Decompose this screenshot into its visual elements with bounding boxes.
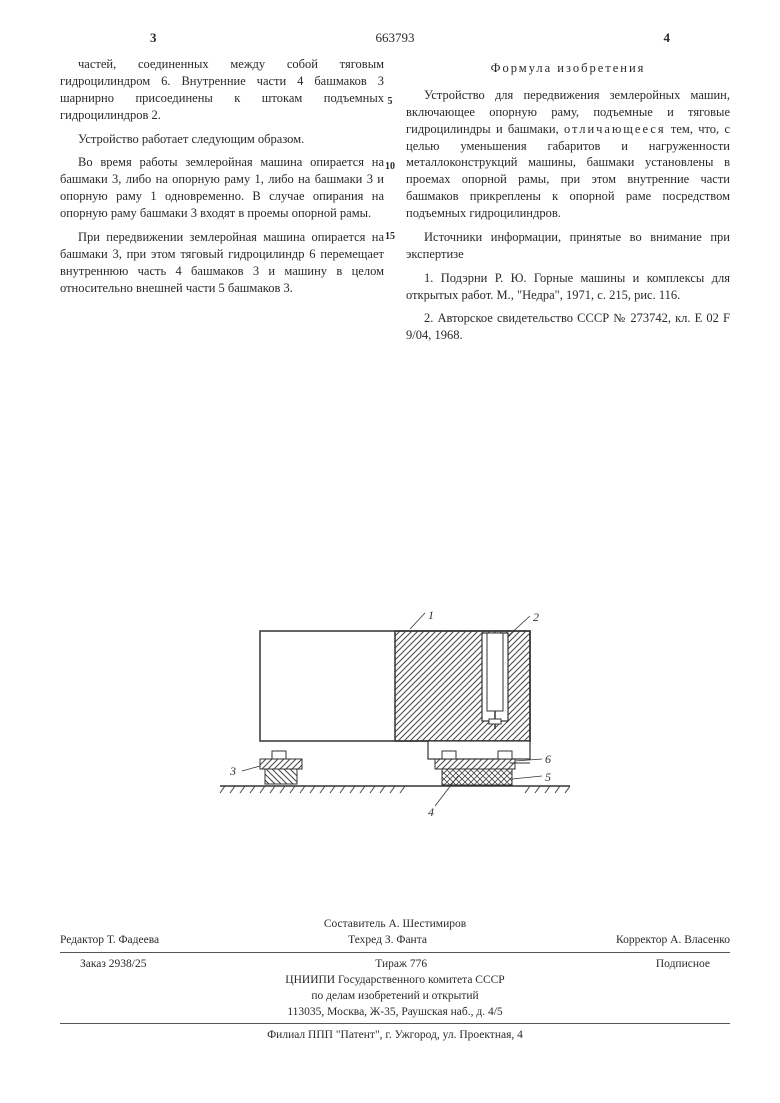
footer: Составитель А. Шестимиров Редактор Т. Фа… (60, 916, 730, 1043)
figure-label-4: 4 (428, 805, 434, 819)
left-p1: частей, соединенных между собой тяговым … (60, 56, 384, 124)
footer-teched: Техред З. Фанта (348, 932, 427, 948)
right-p1: Устройство для передвижения землеройных … (406, 87, 730, 222)
right-column: Формула изобретения Устройство для перед… (406, 56, 730, 351)
footer-org1: ЦНИИПИ Государственного комитета СССР (60, 972, 730, 988)
footer-composer: Составитель А. Шестимиров (60, 916, 730, 932)
footer-row-order: Заказ 2938/25 Тираж 776 Подписное (60, 956, 730, 972)
figure-label-3: 3 (229, 764, 236, 778)
header: 3 663793 4 (60, 30, 730, 50)
footer-corrector: Корректор А. Власенко (616, 932, 730, 948)
figure-label-2: 2 (533, 611, 539, 624)
right-p2: Источники информации, принятые во вниман… (406, 229, 730, 263)
left-p2: Устройство работает следующим образом. (60, 131, 384, 148)
figure: 1 2 3 4 6 5 (210, 611, 580, 826)
figure-label-1: 1 (428, 611, 434, 622)
footer-rule-2 (60, 1023, 730, 1024)
page: 3 663793 4 частей, соединенных между соб… (0, 0, 780, 1103)
right-p1b: отличающееся (564, 122, 666, 136)
footer-filial: Филиал ППП "Патент", г. Ужгород, ул. Про… (60, 1027, 730, 1043)
text-columns: частей, соединенных между собой тяговым … (60, 56, 730, 351)
figure-label-6: 6 (545, 752, 551, 766)
page-number-right: 4 (664, 30, 671, 46)
footer-order: Заказ 2938/25 (80, 956, 147, 972)
footer-rule-1 (60, 952, 730, 953)
left-p3: Во время работы землеройная машина опира… (60, 154, 384, 222)
line-marker-10: 10 (385, 160, 395, 174)
figure-wrap: 1 2 3 4 6 5 (60, 611, 730, 826)
footer-editor: Редактор Т. Фадеева (60, 932, 159, 948)
footer-tirazh: Тираж 776 (375, 956, 427, 972)
line-marker-15: 15 (385, 230, 395, 244)
footer-podpisnoe: Подписное (656, 956, 710, 972)
footer-row-credits: Редактор Т. Фадеева Техред З. Фанта Корр… (60, 932, 730, 948)
left-column: частей, соединенных между собой тяговым … (60, 56, 384, 351)
right-ref1: 1. Подэрни Р. Ю. Горные машины и комплек… (406, 270, 730, 304)
formula-title: Формула изобретения (406, 60, 730, 77)
right-p1c: тем, что, с целью уменьшения габаритов и… (406, 122, 730, 220)
page-number-left: 3 (150, 30, 157, 46)
right-ref2: 2. Авторское свидетельство СССР № 273742… (406, 310, 730, 344)
line-marker-5: 5 (388, 95, 393, 109)
figure-svg: 1 2 3 4 6 5 (210, 611, 580, 821)
figure-label-5: 5 (545, 770, 551, 784)
document-number: 663793 (376, 30, 415, 46)
footer-org2: по делам изобретений и открытий (60, 988, 730, 1004)
footer-address: 113035, Москва, Ж-35, Раушская наб., д. … (60, 1004, 730, 1020)
left-p4: При передвижении землеройная машина опир… (60, 229, 384, 297)
